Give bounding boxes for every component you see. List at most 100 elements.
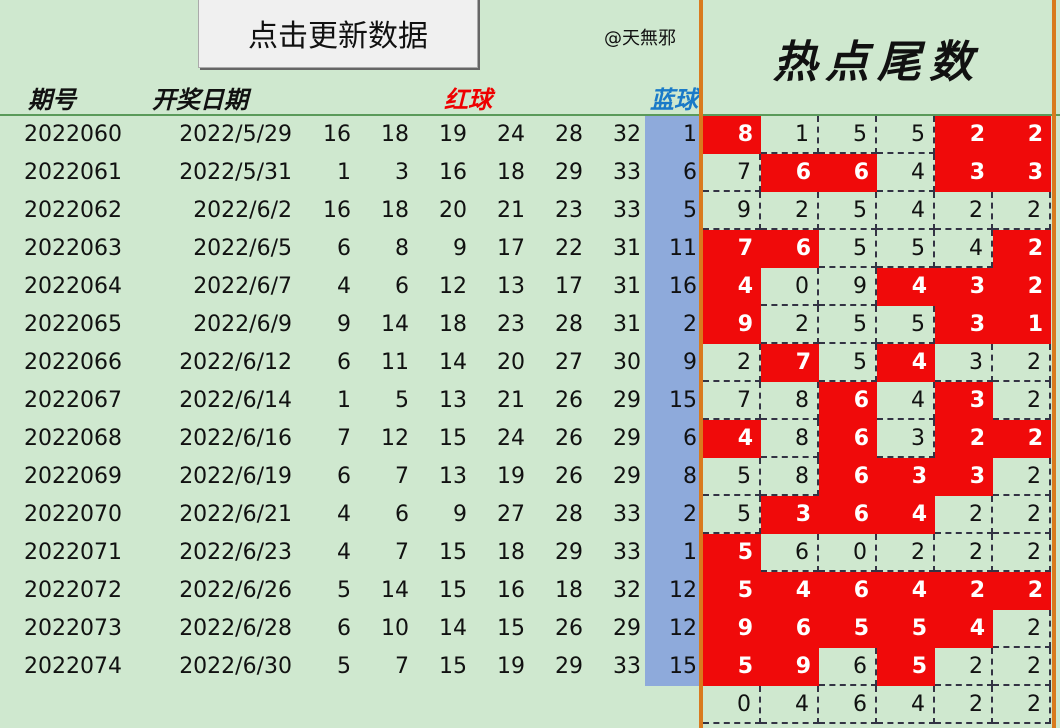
period-cell: 2022063 [24, 236, 122, 261]
date-cell: 2022/6/9 [193, 312, 292, 337]
red-ball-cell: 7 [395, 464, 409, 489]
date-cell: 2022/6/7 [193, 274, 292, 299]
hot-grid-right-border [1052, 0, 1056, 728]
period-cell: 2022064 [24, 274, 122, 299]
red-ball-cell: 9 [337, 312, 351, 337]
header-red-balls: 红球 [444, 85, 492, 114]
digit-cell: 4 [935, 230, 993, 268]
period-cell: 2022074 [24, 654, 122, 679]
red-ball-cell: 22 [555, 236, 583, 261]
hot-digit-cell: 4 [877, 344, 935, 382]
hot-grid-left-border [699, 0, 703, 728]
hot-digit-cell: 5 [703, 572, 761, 610]
hot-digit-cell: 4 [877, 572, 935, 610]
digit-cell: 2 [877, 534, 935, 572]
red-ball-cell: 8 [395, 236, 409, 261]
red-ball-cell: 33 [613, 502, 641, 527]
red-ball-cell: 24 [497, 122, 525, 147]
red-ball-cell: 28 [555, 502, 583, 527]
hot-digit-cell: 4 [761, 572, 819, 610]
period-cell: 2022061 [24, 160, 122, 185]
digit-cell: 8 [761, 382, 819, 420]
digit-cell: 5 [819, 344, 877, 382]
header-period: 期号 [28, 85, 76, 114]
period-cell: 2022070 [24, 502, 122, 527]
table-row: 2022060 2022/5/29 16 18 19 24 28 32 1 [0, 116, 700, 154]
table-row: 2022071 2022/6/23 4 7 15 18 29 33 1 [0, 534, 700, 572]
period-cell: 2022062 [24, 198, 122, 223]
digit-cell: 2 [993, 534, 1051, 572]
date-cell: 2022/6/19 [179, 464, 292, 489]
red-ball-cell: 27 [555, 350, 583, 375]
red-ball-cell: 29 [555, 160, 583, 185]
period-cell: 2022060 [24, 122, 122, 147]
red-ball-cell: 19 [439, 122, 467, 147]
digit-cell: 2 [703, 344, 761, 382]
hot-digit-cell: 2 [993, 230, 1051, 268]
red-ball-cell: 31 [613, 274, 641, 299]
red-ball-cell: 23 [555, 198, 583, 223]
red-ball-cell: 15 [497, 616, 525, 641]
digit-cell: 6 [819, 648, 877, 686]
digit-cell: 3 [877, 420, 935, 458]
red-ball-cell: 16 [497, 578, 525, 603]
red-ball-cell: 5 [337, 654, 351, 679]
red-ball-cell: 13 [439, 388, 467, 413]
red-ball-cell: 15 [439, 426, 467, 451]
red-ball-cell: 12 [381, 426, 409, 451]
digit-cell: 9 [819, 268, 877, 306]
red-ball-cell: 14 [439, 616, 467, 641]
digit-cell: 5 [877, 306, 935, 344]
table-row: 2022065 2022/6/9 9 14 18 23 28 31 2 [0, 306, 700, 344]
digit-cell: 4 [877, 192, 935, 230]
table-row: 2022068 2022/6/16 7 12 15 24 26 29 6 [0, 420, 700, 458]
digit-cell: 2 [935, 686, 993, 724]
hot-digit-cell: 2 [935, 420, 993, 458]
red-ball-cell: 14 [381, 578, 409, 603]
digit-cell: 5 [877, 230, 935, 268]
red-ball-cell: 21 [497, 388, 525, 413]
blue-ball-cell: 12 [669, 616, 697, 641]
update-data-button[interactable]: 点击更新数据 [198, 0, 478, 68]
red-ball-cell: 29 [555, 654, 583, 679]
digit-cell: 0 [761, 268, 819, 306]
date-cell: 2022/6/12 [179, 350, 292, 375]
red-ball-cell: 17 [555, 274, 583, 299]
blue-ball-cell: 15 [669, 654, 697, 679]
hot-digit-cell: 9 [703, 610, 761, 648]
date-cell: 2022/6/26 [179, 578, 292, 603]
red-ball-cell: 27 [497, 502, 525, 527]
red-ball-cell: 24 [497, 426, 525, 451]
blue-ball-cell: 1 [683, 540, 697, 565]
hot-digit-cell: 3 [935, 458, 993, 496]
digit-cell: 9 [703, 192, 761, 230]
blue-ball-cell: 2 [683, 312, 697, 337]
digit-cell: 2 [935, 496, 993, 534]
header-date: 开奖日期 [152, 85, 248, 114]
blue-ball-cell: 1 [683, 122, 697, 147]
red-ball-cell: 1 [337, 388, 351, 413]
red-ball-cell: 13 [497, 274, 525, 299]
table-row: 2022070 2022/6/21 4 6 9 27 28 33 2 [0, 496, 700, 534]
digit-cell: 0 [703, 686, 761, 724]
hot-digit-cell: 5 [877, 610, 935, 648]
hot-digit-cell: 6 [819, 382, 877, 420]
digit-cell: 5 [819, 306, 877, 344]
red-ball-cell: 29 [613, 388, 641, 413]
blue-ball-cell: 6 [683, 160, 697, 185]
red-ball-cell: 23 [497, 312, 525, 337]
red-ball-cell: 18 [497, 540, 525, 565]
digit-cell: 0 [819, 534, 877, 572]
red-ball-cell: 7 [395, 540, 409, 565]
red-ball-cell: 16 [323, 122, 351, 147]
blue-ball-cell: 5 [683, 198, 697, 223]
blue-ball-cell: 12 [669, 578, 697, 603]
hot-digit-cell: 5 [703, 648, 761, 686]
hot-digit-cell: 6 [819, 154, 877, 192]
red-ball-cell: 29 [613, 426, 641, 451]
digit-cell: 2 [993, 648, 1051, 686]
digit-cell: 2 [993, 610, 1051, 648]
digit-cell: 7 [703, 382, 761, 420]
hot-digit-cell: 4 [877, 268, 935, 306]
date-cell: 2022/6/5 [193, 236, 292, 261]
